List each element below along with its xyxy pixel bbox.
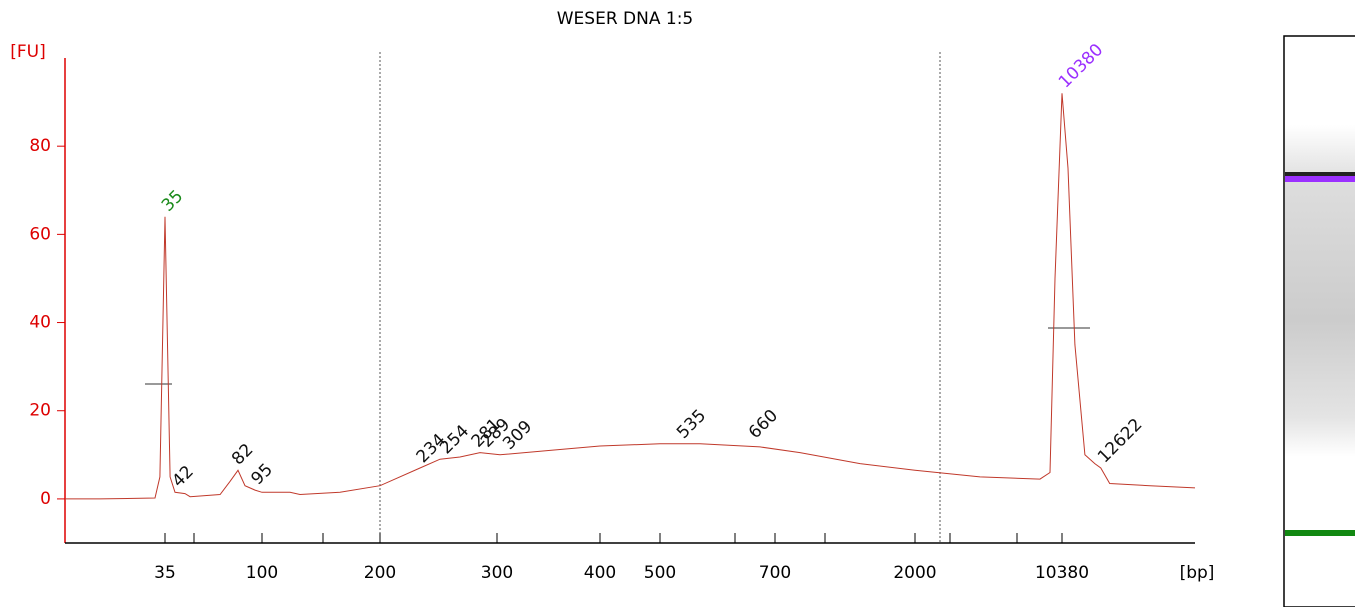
trace: [65, 93, 1196, 500]
y-tick-label: 80: [29, 136, 51, 156]
peak-label: 660: [745, 406, 782, 443]
peak-label: 254: [436, 421, 473, 458]
gel-lane: [1283, 35, 1355, 608]
peak-label: 12622: [1094, 415, 1146, 467]
gel-band: [1285, 172, 1355, 176]
x-tick-label: 35: [154, 563, 176, 583]
y-axis-label: [FU]: [10, 42, 46, 62]
minor-ticks: [193, 533, 1018, 543]
peak-label: 35: [158, 186, 187, 215]
y-tick-label: 60: [29, 224, 51, 244]
x-tick-label: 100: [246, 563, 278, 583]
gel-band: [1285, 530, 1355, 536]
gel-smear: [1285, 125, 1355, 515]
layout: [379, 52, 941, 543]
gel-band: [1285, 176, 1355, 182]
y-tick-label: 40: [29, 313, 51, 333]
x-tick-label: 300: [481, 563, 513, 583]
x-tick-label: 700: [759, 563, 791, 583]
x-axis-label: [bp]: [1180, 563, 1215, 583]
peak-label: 95: [247, 460, 276, 489]
x-tick-label: 400: [584, 563, 616, 583]
x-tick-label: 500: [644, 563, 676, 583]
x-tick-label: 10380: [1035, 563, 1089, 583]
y-tick-label: 0: [40, 489, 51, 509]
peak-label: 10380: [1055, 40, 1107, 92]
x-tick-label: 2000: [893, 563, 936, 583]
y-tick-label: 20: [29, 401, 51, 421]
chart-title: WESER DNA 1:5: [557, 9, 694, 29]
peak-label: 535: [673, 406, 710, 443]
peak-label: 82: [228, 440, 257, 469]
x-tick-label: 200: [364, 563, 396, 583]
